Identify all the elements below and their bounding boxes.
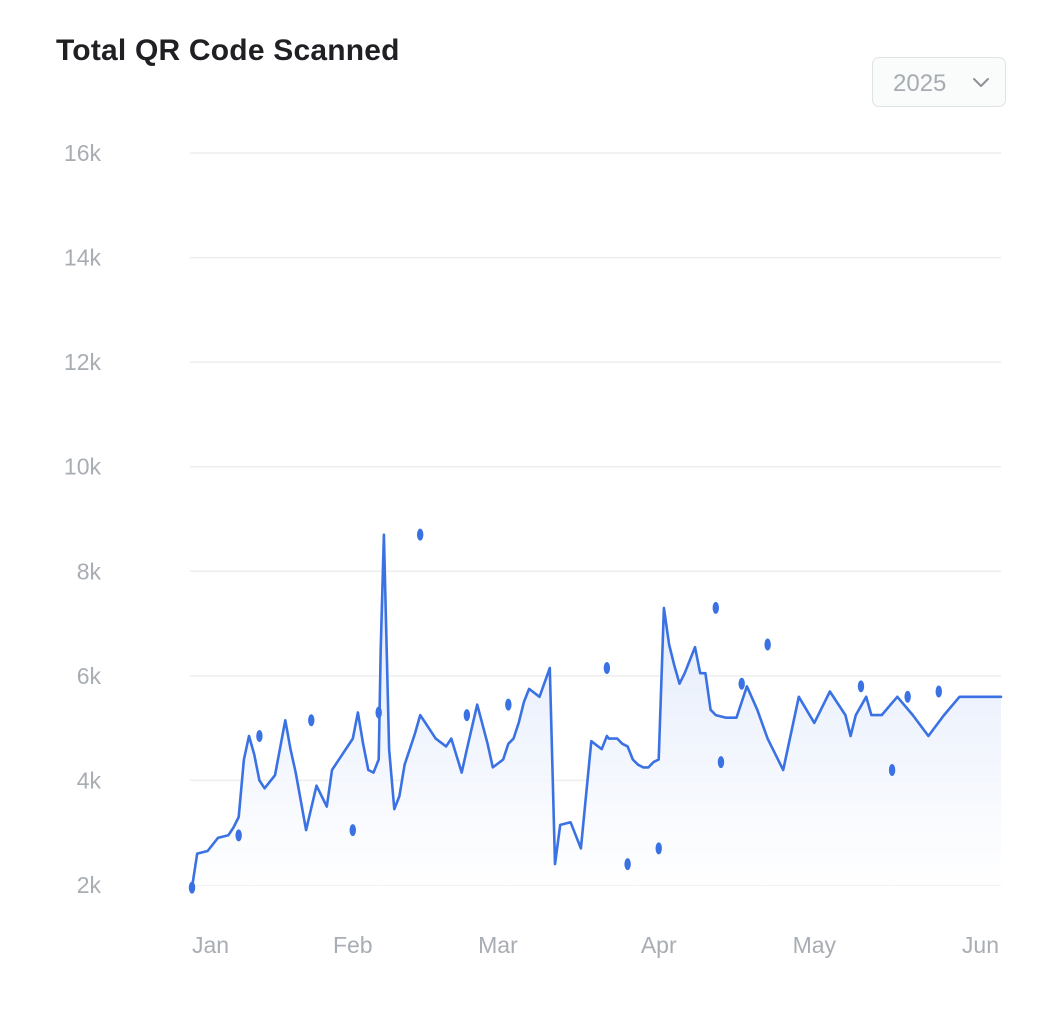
data-point bbox=[717, 756, 725, 769]
data-point bbox=[857, 680, 865, 693]
y-tick-label: 2k bbox=[77, 872, 102, 898]
chevron-down-icon bbox=[973, 78, 989, 87]
y-tick-label: 14k bbox=[64, 245, 102, 271]
year-select[interactable]: 2025 bbox=[872, 57, 1006, 107]
x-tick-label: Feb bbox=[333, 932, 373, 958]
x-tick-label: Jun bbox=[962, 932, 999, 958]
x-tick-label: May bbox=[793, 932, 837, 958]
data-point bbox=[624, 858, 631, 871]
data-point bbox=[235, 829, 242, 842]
series-area bbox=[192, 534, 1001, 888]
data-point bbox=[712, 601, 719, 614]
data-point bbox=[935, 685, 942, 698]
data-point bbox=[505, 698, 512, 711]
data-point bbox=[904, 690, 911, 703]
data-point bbox=[655, 842, 662, 855]
y-tick-label: 12k bbox=[64, 349, 102, 375]
data-point bbox=[308, 714, 315, 727]
data-point bbox=[463, 709, 471, 722]
x-tick-label: Jan bbox=[192, 932, 229, 958]
data-point bbox=[256, 729, 263, 742]
x-tick-label: Apr bbox=[641, 932, 677, 958]
data-point bbox=[416, 528, 424, 541]
year-select-value: 2025 bbox=[893, 70, 947, 97]
y-tick-label: 10k bbox=[64, 454, 102, 480]
y-tick-label: 16k bbox=[64, 140, 102, 166]
data-point bbox=[188, 881, 196, 894]
data-point bbox=[349, 824, 356, 837]
data-point bbox=[603, 662, 611, 675]
y-tick-label: 8k bbox=[77, 558, 102, 584]
data-point bbox=[738, 677, 745, 690]
data-point bbox=[888, 763, 896, 776]
chart-title: Total QR Code Scanned bbox=[56, 34, 400, 67]
series-line bbox=[190, 533, 1003, 889]
y-tick-label: 4k bbox=[77, 767, 102, 793]
y-tick-label: 6k bbox=[77, 663, 102, 689]
data-point bbox=[375, 706, 382, 719]
x-tick-label: Mar bbox=[478, 932, 518, 958]
data-point bbox=[764, 638, 771, 651]
